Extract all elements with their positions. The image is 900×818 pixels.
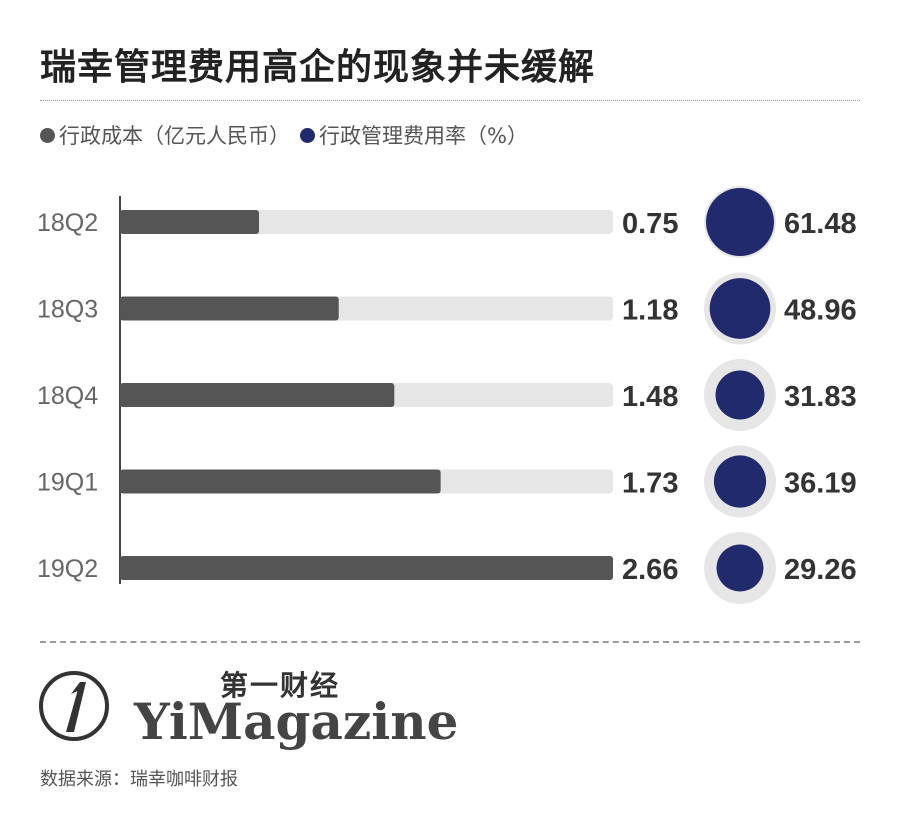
legend-label-cost: 行政成本（亿元人民币） [59, 124, 290, 148]
category-label: 19Q1 [37, 469, 98, 497]
brand-name-cn: 第一财经 [220, 669, 341, 702]
rate-value-label: 48.96 [784, 295, 857, 327]
legend-swatch-rate [300, 127, 315, 143]
category-label: 18Q3 [37, 296, 98, 324]
brand-name-en: YiMagazine [134, 692, 459, 751]
rate-bubble [715, 370, 765, 420]
rate-value-label: 29.26 [784, 554, 857, 586]
legend-swatch-cost [40, 127, 55, 143]
category-label: 18Q4 [37, 382, 98, 410]
cost-bar [120, 210, 260, 234]
rate-value-label: 31.83 [784, 381, 857, 413]
rate-bubble [716, 544, 764, 592]
category-label: 18Q2 [37, 209, 98, 237]
legend-label-rate: 行政管理费用率（%） [319, 124, 528, 148]
cost-bar [120, 556, 613, 580]
rate-value-label: 36.19 [784, 468, 857, 500]
bar-bubble-chart: 18Q2 0.75 61.48 18Q3 1.18 48.96 18Q4 1.48 31.83 1… [37, 186, 857, 604]
chart-title: 瑞幸管理费用高企的现象并未缓解 [40, 47, 596, 88]
title-divider [40, 100, 860, 101]
yimagazine-logo-icon [39, 671, 109, 741]
cost-bar [120, 383, 395, 407]
cost-bar [120, 296, 339, 321]
cost-value-label: 1.73 [622, 468, 678, 500]
cost-value-label: 0.75 [622, 208, 678, 240]
cost-bar [120, 469, 441, 494]
cost-value-label: 1.48 [622, 381, 678, 413]
cost-value-label: 2.66 [622, 554, 678, 586]
footer-divider [40, 641, 860, 643]
category-label: 19Q2 [37, 555, 98, 583]
data-source: 数据来源：瑞幸咖啡财报 [40, 769, 238, 790]
legend: 行政成本（亿元人民币） 行政管理费用率（%） [40, 120, 538, 150]
legend-item-rate: 行政管理费用率（%） [300, 120, 528, 150]
rate-bubble [709, 278, 771, 339]
cost-value-label: 1.18 [622, 295, 678, 327]
legend-item-cost: 行政成本（亿元人民币） [40, 120, 290, 150]
rate-bubble [706, 188, 774, 256]
rate-bubble [713, 455, 767, 508]
rate-value-label: 61.48 [784, 208, 857, 240]
